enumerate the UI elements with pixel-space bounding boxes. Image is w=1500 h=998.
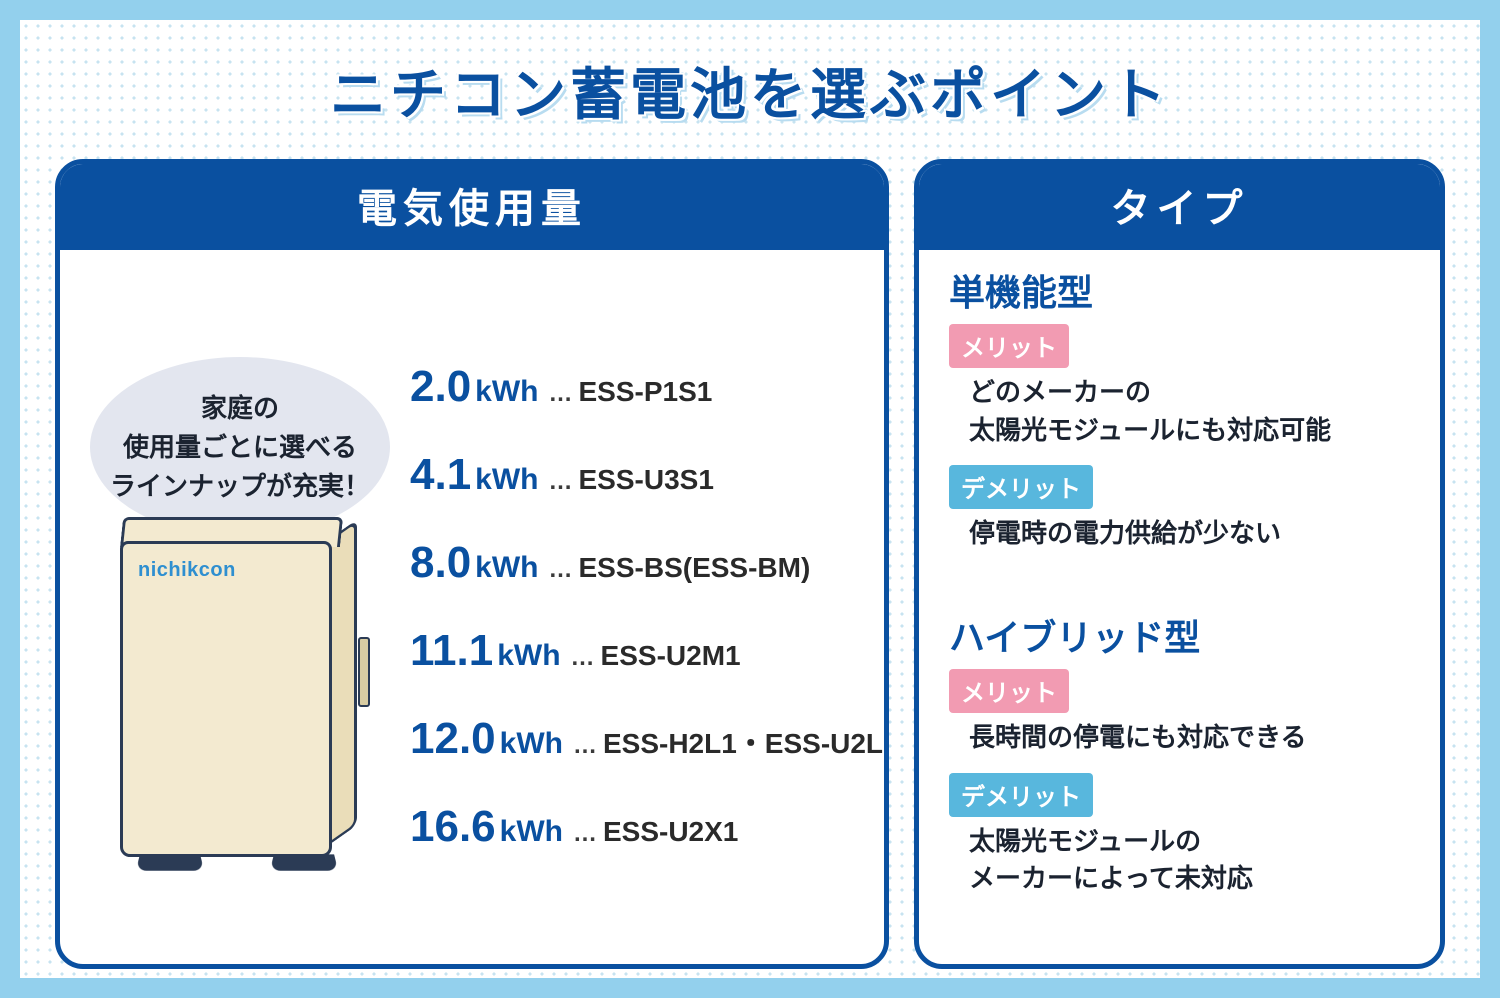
capacity-list: 2.0 kWh … ESS-P1S1 4.1 kWh … ESS-U3S1 8.… — [400, 362, 889, 852]
merit-tag: メリット — [949, 324, 1069, 368]
capacity-dots: … — [549, 468, 573, 496]
capacity-value: 2.0 — [410, 362, 471, 412]
capacity-model: ESS-U2M1 — [601, 640, 741, 672]
type-heading: 単機能型 — [949, 264, 1410, 316]
demerit-block: デメリット 停電時の電力供給が少ない — [949, 465, 1410, 553]
main-title: ニチコン蓄電池を選ぶポイント — [55, 50, 1445, 131]
capacity-dots: … — [573, 732, 597, 760]
capacity-model: ESS-U2X1 — [603, 816, 738, 848]
capacity-dots: … — [549, 380, 573, 408]
battery-side — [329, 519, 357, 845]
capacity-dots: … — [571, 644, 595, 672]
bubble-text: 家庭の 使用量ごとに選べる ラインナップが充実！ — [110, 389, 370, 506]
merit-text: 長時間の停電にも対応できる — [949, 719, 1410, 757]
capacity-row: 2.0 kWh … ESS-P1S1 — [410, 362, 889, 412]
capacity-unit: kWh — [500, 815, 563, 849]
type-block-single: 単機能型 メリット どのメーカーの 太陽光モジュールにも対応可能 デメリット 停… — [949, 264, 1410, 569]
panels-row: 電気使用量 家庭の 使用量ごとに選べる ラインナップが充実！ nichikcon — [55, 159, 1445, 969]
capacity-row: 8.0 kWh … ESS-BS(ESS-BM) — [410, 538, 889, 588]
capacity-row: 12.0 kWh … ESS-H2L1・ESS-U2L1 — [410, 714, 889, 764]
capacity-value: 4.1 — [410, 450, 471, 500]
battery-illustration: nichikcon — [120, 517, 360, 857]
capacity-unit: kWh — [475, 375, 538, 409]
type-heading: ハイブリッド型 — [949, 609, 1410, 661]
demerit-text: 停電時の電力供給が少ない — [949, 515, 1410, 553]
battery-front — [120, 541, 332, 857]
type-block-hybrid: ハイブリッド型 メリット 長時間の停電にも対応できる デメリット 太陽光モジュー… — [949, 609, 1410, 914]
capacity-unit: kWh — [475, 463, 538, 497]
capacity-model: ESS-U3S1 — [579, 464, 714, 496]
panel-header-left: 電気使用量 — [60, 164, 884, 250]
capacity-value: 16.6 — [410, 802, 496, 852]
merit-tag: メリット — [949, 669, 1069, 713]
capacity-unit: kWh — [500, 727, 563, 761]
demerit-tag: デメリット — [949, 773, 1093, 817]
battery-brand-label: nichikcon — [138, 559, 236, 582]
merit-text: どのメーカーの 太陽光モジュールにも対応可能 — [949, 374, 1410, 449]
panel-body-left: 家庭の 使用量ごとに選べる ラインナップが充実！ nichikcon — [60, 250, 884, 964]
capacity-value: 12.0 — [410, 714, 496, 764]
demerit-block: デメリット 太陽光モジュールの メーカーによって未対応 — [949, 773, 1410, 898]
battery-foot-right — [270, 854, 338, 870]
capacity-row: 11.1 kWh … ESS-U2M1 — [410, 626, 889, 676]
capacity-dots: … — [573, 820, 597, 848]
demerit-text: 太陽光モジュールの メーカーによって未対応 — [949, 823, 1410, 898]
capacity-dots: … — [549, 556, 573, 584]
battery-column: 家庭の 使用量ごとに選べる ラインナップが充実！ nichikcon — [90, 280, 390, 934]
capacity-model: ESS-P1S1 — [579, 376, 713, 408]
merit-block: メリット どのメーカーの 太陽光モジュールにも対応可能 — [949, 324, 1410, 449]
panel-body-right: 単機能型 メリット どのメーカーの 太陽光モジュールにも対応可能 デメリット 停… — [919, 250, 1440, 964]
battery-handle — [358, 637, 370, 707]
battery-feet — [130, 849, 360, 879]
capacity-model: ESS-H2L1・ESS-U2L1 — [603, 722, 889, 762]
capacity-unit: kWh — [497, 639, 560, 673]
capacity-row: 4.1 kWh … ESS-U3S1 — [410, 450, 889, 500]
capacity-row: 16.6 kWh … ESS-U2X1 — [410, 802, 889, 852]
demerit-tag: デメリット — [949, 465, 1093, 509]
capacity-unit: kWh — [475, 551, 538, 585]
battery-foot-left — [136, 854, 204, 870]
infographic-frame: ニチコン蓄電池を選ぶポイント 電気使用量 家庭の 使用量ごとに選べる ラインナッ… — [20, 20, 1480, 978]
capacity-model: ESS-BS(ESS-BM) — [579, 552, 811, 584]
merit-block: メリット 長時間の停電にも対応できる — [949, 669, 1410, 757]
lineup-bubble: 家庭の 使用量ごとに選べる ラインナップが充実！ — [90, 357, 390, 537]
panel-type: タイプ 単機能型 メリット どのメーカーの 太陽光モジュールにも対応可能 デメリ… — [914, 159, 1445, 969]
capacity-value: 11.1 — [410, 626, 493, 676]
panel-electricity-usage: 電気使用量 家庭の 使用量ごとに選べる ラインナップが充実！ nichikcon — [55, 159, 889, 969]
capacity-value: 8.0 — [410, 538, 471, 588]
panel-header-right: タイプ — [919, 164, 1440, 250]
